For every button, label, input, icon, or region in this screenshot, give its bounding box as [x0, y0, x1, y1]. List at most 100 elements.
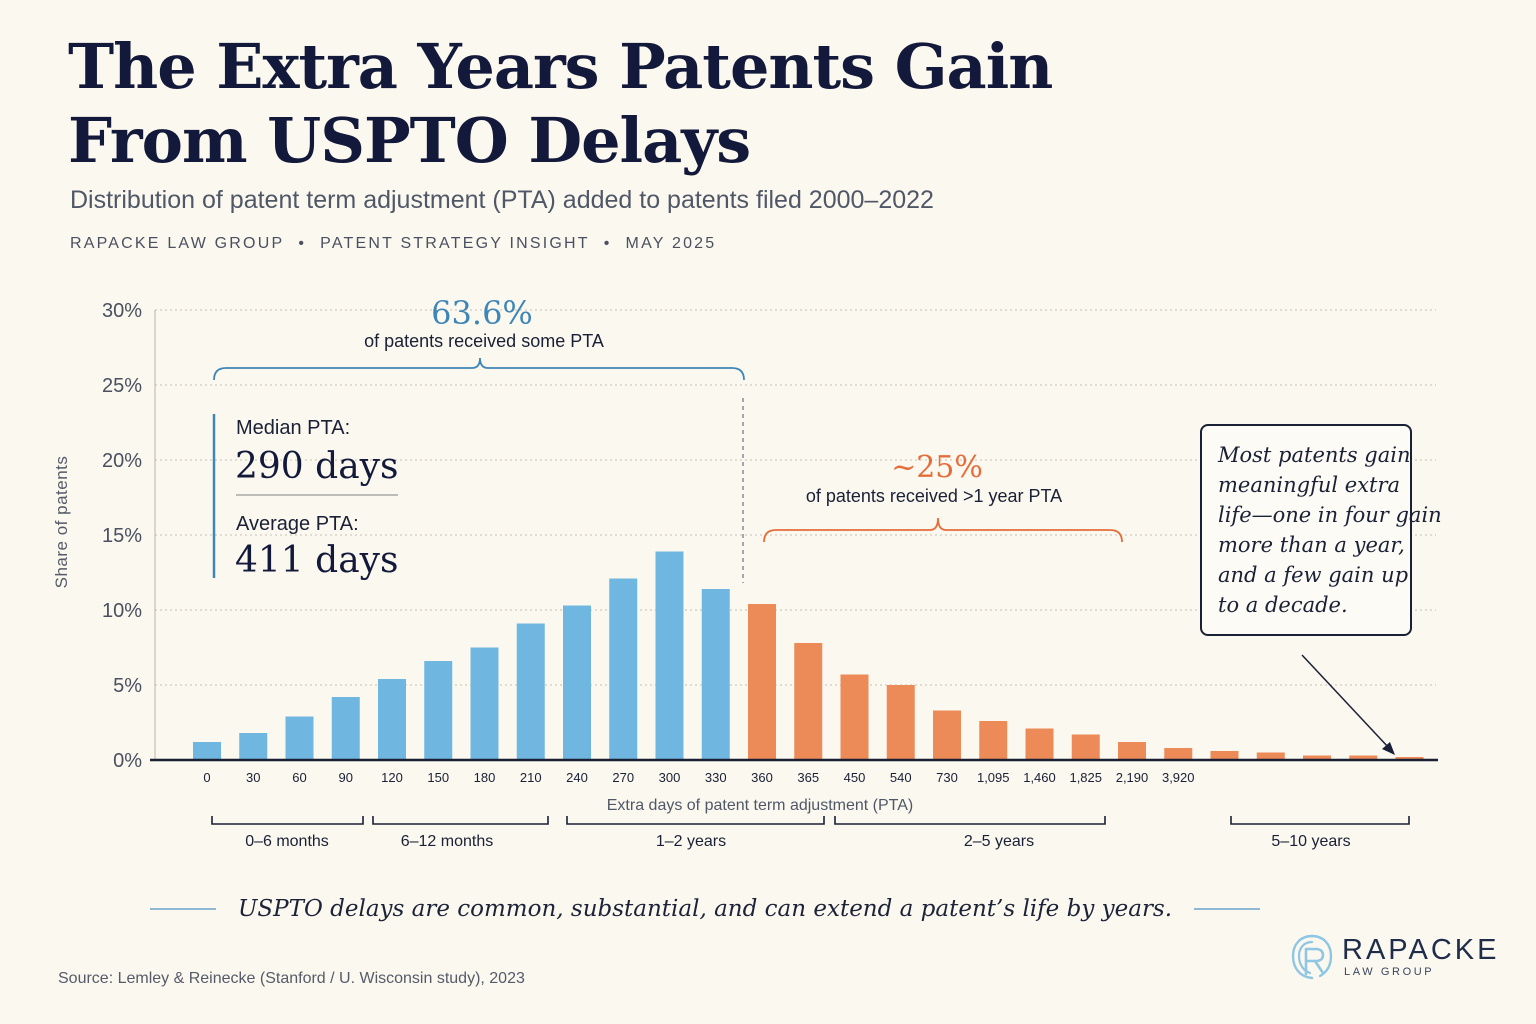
bar — [1210, 751, 1239, 760]
x-tick-label: 180 — [474, 770, 496, 785]
title-line-2: From USPTO Delays — [68, 104, 751, 177]
bar — [1164, 748, 1193, 760]
over-year-bracket — [763, 517, 1123, 543]
x-tick-label: 270 — [612, 770, 634, 785]
bar — [193, 742, 221, 760]
bar — [1025, 728, 1054, 760]
bar — [886, 685, 915, 760]
over-year-annotation: ~25% of patents received >1 year PTA — [763, 450, 1123, 543]
bar — [1349, 755, 1378, 760]
range-bracket — [211, 816, 364, 825]
bar — [1395, 757, 1424, 760]
range-label: 5–10 years — [1271, 833, 1350, 850]
x-tick-label: 240 — [566, 770, 588, 785]
range-bracket — [834, 816, 1106, 825]
callout-line: meaningful extra — [1218, 473, 1400, 497]
bar — [655, 551, 684, 760]
x-tick-label: 1,460 — [1023, 770, 1056, 785]
source-note: Source: Lemley & Reinecke (Stanford / U.… — [58, 970, 525, 987]
x-tick-label: 2,190 — [1116, 770, 1149, 785]
bar — [285, 716, 314, 760]
byline-series: PATENT STRATEGY INSIGHT — [320, 235, 590, 252]
callout-line: Most patents gain — [1217, 443, 1411, 467]
title-line-1: The Extra Years Patents Gain — [68, 30, 1053, 103]
median-value: 290 days — [235, 446, 398, 487]
bar — [1303, 755, 1331, 760]
callout-line: to a decade. — [1218, 593, 1348, 617]
y-axis-label: Share of patents — [52, 456, 71, 589]
y-tick-label: 25% — [102, 375, 142, 397]
x-axis-ticks: 0 30 60 90 120 150 180 210 240 270 300 330 360 365 450… — [203, 770, 1194, 785]
bar — [933, 710, 961, 760]
bar — [1256, 752, 1285, 760]
range-label: 1–2 years — [656, 833, 726, 850]
x-tick-label: 30 — [246, 770, 260, 785]
bar — [1118, 742, 1146, 760]
range-label: 6–12 months — [401, 833, 494, 850]
callout: Most patents gain meaningful extra life—on… — [1200, 424, 1442, 755]
bar — [794, 643, 823, 760]
x-tick-label: 90 — [339, 770, 353, 785]
y-tick-label: 10% — [102, 600, 142, 622]
x-tick-label: 730 — [936, 770, 958, 785]
tagline-rule-right — [1194, 908, 1261, 910]
some-pta-text: of patents received some PTA — [364, 331, 604, 351]
x-tick-label: 1,825 — [1069, 770, 1102, 785]
bar — [378, 679, 406, 760]
callout-arrow-head — [1382, 742, 1395, 755]
bar — [701, 589, 730, 760]
over-year-value: ~25% — [891, 450, 983, 485]
callout-line: life—one in four gain — [1218, 503, 1442, 527]
logo-name: RAPACKE — [1342, 934, 1500, 966]
x-tick-label: 210 — [520, 770, 542, 785]
bar — [563, 605, 591, 760]
y-tick-label: 20% — [102, 450, 142, 472]
callout-arrow-line — [1301, 654, 1390, 749]
callout-box — [1200, 424, 1412, 636]
byline-firm: RAPACKE LAW GROUP — [70, 235, 285, 252]
x-tick-label: 300 — [659, 770, 681, 785]
x-tick-label: 365 — [797, 770, 819, 785]
y-tick-label: 30% — [102, 300, 142, 322]
byline: RAPACKE LAW GROUP • PATENT STRATEGY INSIGH… — [70, 235, 716, 253]
x-tick-label: 60 — [292, 770, 306, 785]
byline-separator: • — [603, 235, 612, 252]
page-subtitle: Distribution of patent term adjustment (… — [70, 186, 934, 214]
x-tick-label: 450 — [844, 770, 866, 785]
tagline-row: USPTO delays are common, substantial, an… — [150, 896, 1261, 922]
range-label: 2–5 years — [964, 833, 1034, 850]
bar — [424, 661, 453, 760]
bar — [979, 721, 1008, 760]
bar — [840, 674, 869, 760]
bar — [239, 733, 268, 760]
y-axis-ticks: 0% 5% 10% 15% 20% 25% 30% — [102, 300, 142, 772]
range-bracket — [372, 816, 549, 825]
x-tick-label: 0 — [203, 770, 210, 785]
range-bracket — [566, 816, 825, 825]
y-tick-label: 15% — [102, 525, 142, 547]
median-label: Median PTA: — [236, 417, 350, 439]
bar — [516, 623, 545, 760]
x-tick-label: 120 — [381, 770, 403, 785]
bar — [748, 604, 776, 760]
x-tick-label: 540 — [890, 770, 912, 785]
stats-panel: Median PTA: 290 days Average PTA: 411 da… — [212, 414, 398, 581]
range-label: 0–6 months — [245, 833, 329, 850]
pta-histogram: 0% 5% 10% 15% 20% 25% 30% Share of patents 0 30… — [52, 294, 1442, 850]
bar — [609, 578, 638, 760]
x-tick-label: 1,095 — [977, 770, 1010, 785]
average-value: 411 days — [235, 540, 398, 581]
bars — [193, 551, 1424, 760]
tagline: USPTO delays are common, substantial, an… — [238, 896, 1173, 922]
x-tick-label: 330 — [705, 770, 727, 785]
byline-separator: • — [298, 235, 307, 252]
byline-date: MAY 2025 — [625, 235, 717, 252]
x-tick-label: 150 — [427, 770, 449, 785]
callout-line: more than a year, — [1218, 533, 1405, 557]
x-tick-label: 360 — [751, 770, 773, 785]
fingerprint-r-icon — [1291, 934, 1333, 980]
range-bracket — [1230, 816, 1410, 825]
bar — [331, 697, 360, 760]
logo-subtitle: LAW GROUP — [1344, 966, 1435, 978]
y-tick-label: 5% — [113, 675, 142, 697]
